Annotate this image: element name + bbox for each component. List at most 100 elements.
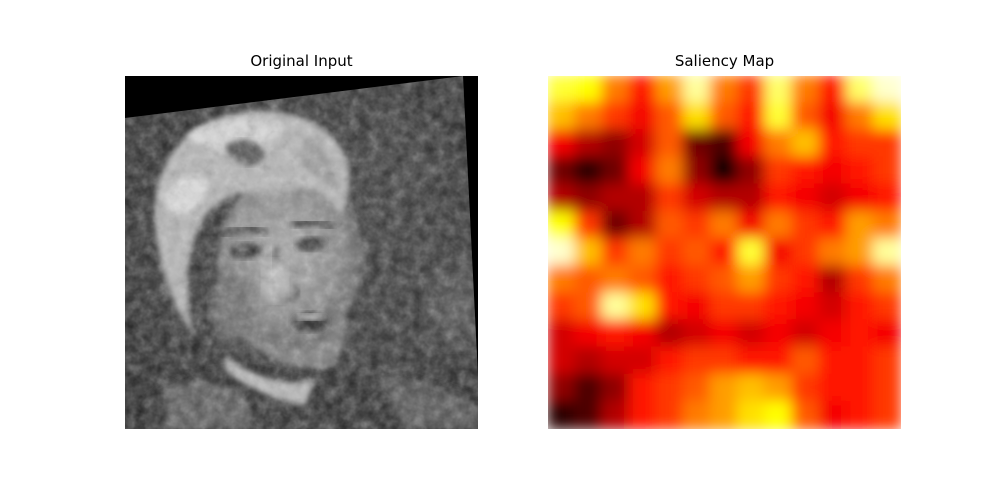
heatmap-cell [791, 129, 821, 159]
heatmap-cell [709, 346, 740, 376]
heatmap-cell [764, 373, 794, 403]
heatmap-cell [764, 183, 794, 213]
heatmap-cell [628, 183, 658, 213]
heatmap-cell [709, 76, 740, 105]
heatmap-cell [872, 292, 901, 322]
heatmap-cell [845, 346, 875, 376]
heatmap-cell [548, 319, 577, 349]
heatmap-cell [872, 373, 901, 403]
heatmap-cell [791, 265, 821, 295]
heatmap-cell [601, 210, 631, 240]
heatmap-cell [548, 210, 577, 240]
heatmap-cell [601, 400, 631, 429]
heatmap-cell [872, 319, 901, 349]
heatmap-cell [791, 76, 821, 105]
heatmap-cell [737, 156, 767, 186]
heatmap-cell [574, 102, 604, 132]
heatmap-cell [601, 76, 631, 105]
heatmap-cell [872, 346, 901, 376]
heatmap-cell [737, 129, 767, 159]
heatmap-cell [574, 129, 604, 159]
heatmap-cell [872, 102, 901, 132]
heatmap-cell [709, 156, 740, 186]
heatmap-cell [682, 237, 712, 268]
heatmap-cell [574, 76, 604, 105]
heatmap-cell [655, 183, 685, 213]
heatmap-cell [845, 292, 875, 322]
heatmap-cell [628, 102, 658, 132]
heatmap-cell [737, 373, 767, 403]
heatmap-cell [737, 102, 767, 132]
heatmap-cell [574, 156, 604, 186]
heatmap-cell [628, 129, 658, 159]
heatmap-cell [872, 400, 901, 429]
heatmap-cell [574, 183, 604, 213]
heatmap-cell [655, 292, 685, 322]
heatmap-cell [764, 156, 794, 186]
heatmap-cell [791, 183, 821, 213]
heatmap-cell [845, 373, 875, 403]
heatmap-cell [601, 237, 631, 268]
heatmap-cell [655, 346, 685, 376]
heatmap-cell [872, 265, 901, 295]
heatmap-cell [709, 237, 740, 268]
original-input-panel: Original Input [125, 52, 478, 429]
heatmap-cell [764, 210, 794, 240]
heatmap-cell [628, 237, 658, 268]
heatmap-cell [737, 292, 767, 322]
heatmap-cell [682, 400, 712, 429]
heatmap-cell [574, 400, 604, 429]
heatmap-cell [628, 400, 658, 429]
heatmap-cell [601, 265, 631, 295]
heatmap-cell [764, 102, 794, 132]
heatmap-cell [601, 183, 631, 213]
heatmap-cell [548, 102, 577, 132]
heatmap-cell [655, 156, 685, 186]
heatmap-cell [682, 156, 712, 186]
heatmap-cell [764, 400, 794, 429]
saliency-map-panel: Saliency Map [548, 52, 901, 429]
heatmap-cell [845, 129, 875, 159]
original-input-title: Original Input [250, 52, 353, 70]
heatmap-cell [737, 319, 767, 349]
heatmap-cell [845, 265, 875, 295]
heatmap-cell [548, 265, 577, 295]
heatmap-cell [818, 129, 848, 159]
heatmap-cell [628, 319, 658, 349]
heatmap-cell [818, 156, 848, 186]
heatmap-cell [709, 210, 740, 240]
heatmap-cell [818, 373, 848, 403]
heatmap-cell [872, 210, 901, 240]
heatmap-cell [791, 373, 821, 403]
heatmap-cell [574, 237, 604, 268]
heatmap-cell [709, 319, 740, 349]
heatmap-cell [764, 292, 794, 322]
heatmap-cell [709, 265, 740, 295]
heatmap-cell [818, 102, 848, 132]
heatmap-cell [601, 373, 631, 403]
heatmap-cell [548, 346, 577, 376]
heatmap-cell [548, 129, 577, 159]
heatmap-cell [682, 102, 712, 132]
heatmap-cell [682, 373, 712, 403]
heatmap-cell [764, 76, 794, 105]
heatmap-cell [737, 346, 767, 376]
heatmap-cell [574, 210, 604, 240]
heatmap-cell [548, 373, 577, 403]
heatmap-cell [655, 129, 685, 159]
heatmap-cell [682, 210, 712, 240]
heatmap-cell [655, 265, 685, 295]
heatmap-cell [818, 319, 848, 349]
heatmap-cell [764, 129, 794, 159]
heatmap-cell [628, 292, 658, 322]
heatmap-cell [791, 237, 821, 268]
heatmap-cell [709, 129, 740, 159]
heatmap-cell [655, 76, 685, 105]
heatmap-cell [574, 373, 604, 403]
heatmap-cell [682, 292, 712, 322]
heatmap-cell [737, 183, 767, 213]
heatmap-cell [818, 265, 848, 295]
heatmap-cell [845, 319, 875, 349]
heatmap-cell [845, 400, 875, 429]
heatmap-cell [601, 156, 631, 186]
